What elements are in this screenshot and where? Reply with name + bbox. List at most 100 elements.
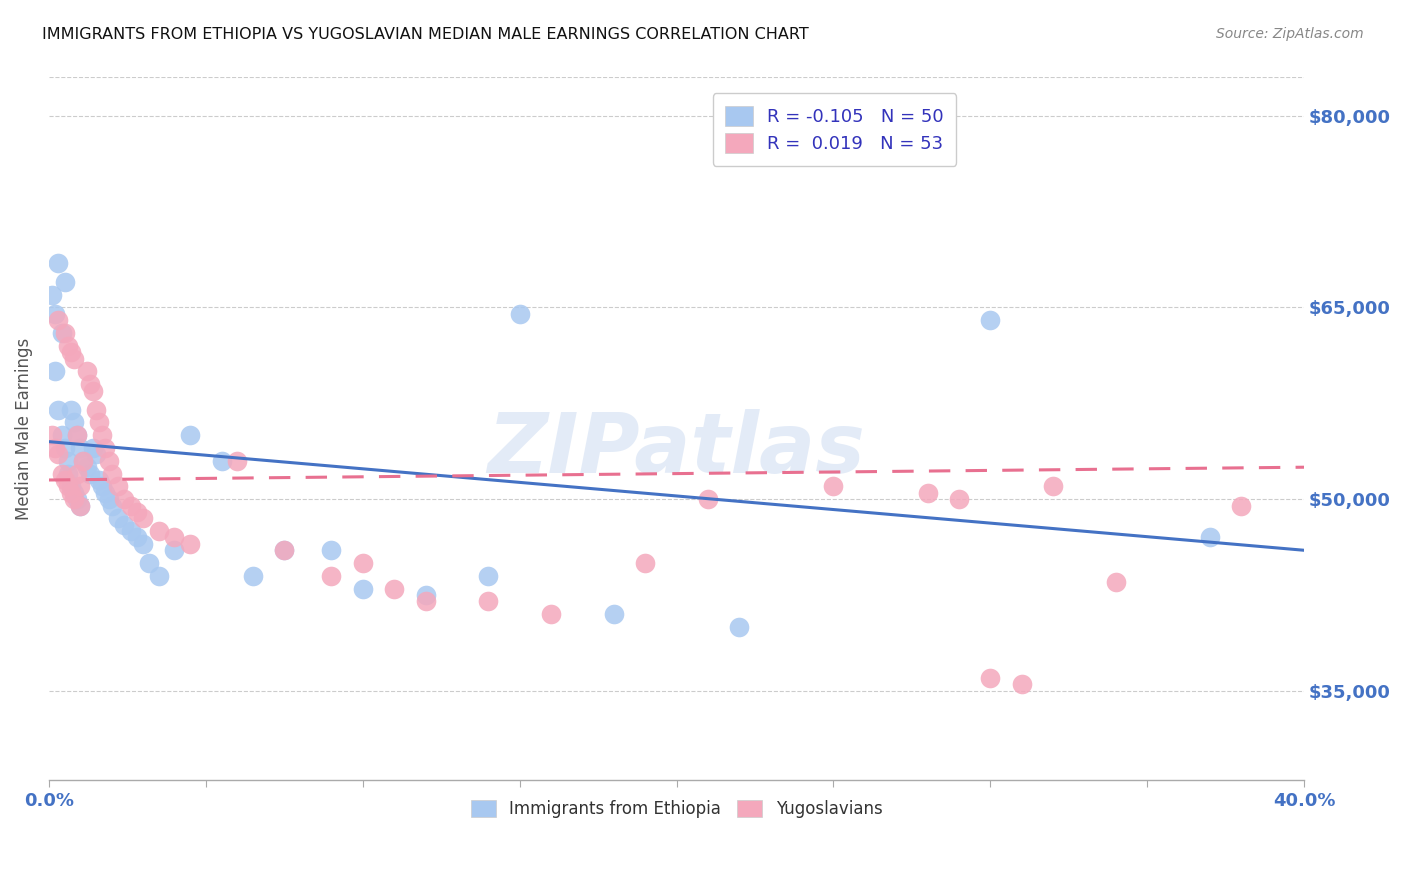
Point xyxy=(66,428,89,442)
Point xyxy=(823,479,845,493)
Point xyxy=(69,441,91,455)
Point xyxy=(728,620,751,634)
Point xyxy=(91,428,114,442)
Point xyxy=(242,569,264,583)
Point xyxy=(63,416,86,430)
Point xyxy=(540,607,562,622)
Text: ZIPatlas: ZIPatlas xyxy=(488,409,866,491)
Point xyxy=(69,479,91,493)
Point xyxy=(226,454,249,468)
Point xyxy=(44,441,66,455)
Point xyxy=(51,428,73,442)
Point xyxy=(179,537,201,551)
Point xyxy=(91,479,114,493)
Point xyxy=(79,377,101,392)
Point xyxy=(125,505,148,519)
Point xyxy=(1199,531,1222,545)
Point xyxy=(120,499,142,513)
Point xyxy=(82,441,104,455)
Point xyxy=(66,492,89,507)
Point xyxy=(72,454,94,468)
Point xyxy=(51,467,73,481)
Point xyxy=(66,428,89,442)
Point xyxy=(59,485,82,500)
Point xyxy=(44,364,66,378)
Point xyxy=(132,511,155,525)
Point xyxy=(56,479,79,493)
Point xyxy=(148,524,170,538)
Point xyxy=(132,537,155,551)
Point xyxy=(948,492,970,507)
Point xyxy=(352,556,374,570)
Point xyxy=(603,607,626,622)
Point xyxy=(163,531,186,545)
Point xyxy=(179,428,201,442)
Point xyxy=(82,384,104,398)
Point xyxy=(107,479,129,493)
Point xyxy=(76,460,98,475)
Point xyxy=(415,594,437,608)
Point xyxy=(69,499,91,513)
Point xyxy=(59,402,82,417)
Text: IMMIGRANTS FROM ETHIOPIA VS YUGOSLAVIAN MEDIAN MALE EARNINGS CORRELATION CHART: IMMIGRANTS FROM ETHIOPIA VS YUGOSLAVIAN … xyxy=(42,27,808,42)
Point xyxy=(1105,575,1128,590)
Point xyxy=(84,447,107,461)
Point xyxy=(382,582,405,596)
Point xyxy=(72,454,94,468)
Point xyxy=(89,473,111,487)
Point xyxy=(51,326,73,340)
Point xyxy=(97,492,120,507)
Point xyxy=(56,467,79,481)
Point xyxy=(53,275,76,289)
Point xyxy=(63,492,86,507)
Point xyxy=(125,531,148,545)
Point xyxy=(321,543,343,558)
Point xyxy=(63,351,86,366)
Point xyxy=(100,499,122,513)
Y-axis label: Median Male Earnings: Median Male Earnings xyxy=(15,338,32,520)
Point xyxy=(163,543,186,558)
Point xyxy=(84,402,107,417)
Point xyxy=(89,416,111,430)
Point xyxy=(63,485,86,500)
Legend: Immigrants from Ethiopia, Yugoslavians: Immigrants from Ethiopia, Yugoslavians xyxy=(464,793,889,825)
Point xyxy=(477,594,499,608)
Point xyxy=(76,364,98,378)
Point xyxy=(44,307,66,321)
Point xyxy=(1230,499,1253,513)
Point xyxy=(138,556,160,570)
Point xyxy=(97,454,120,468)
Point xyxy=(53,326,76,340)
Point xyxy=(917,485,939,500)
Point xyxy=(697,492,720,507)
Point xyxy=(53,473,76,487)
Point xyxy=(53,441,76,455)
Point xyxy=(1042,479,1064,493)
Point xyxy=(273,543,295,558)
Point xyxy=(66,467,89,481)
Point xyxy=(112,517,135,532)
Point xyxy=(48,313,70,327)
Point xyxy=(48,256,70,270)
Point xyxy=(979,671,1001,685)
Point xyxy=(107,511,129,525)
Point xyxy=(59,345,82,359)
Point xyxy=(56,454,79,468)
Point xyxy=(59,479,82,493)
Point xyxy=(79,467,101,481)
Point xyxy=(634,556,657,570)
Point xyxy=(415,588,437,602)
Point xyxy=(48,447,70,461)
Point xyxy=(477,569,499,583)
Point xyxy=(120,524,142,538)
Point xyxy=(352,582,374,596)
Point xyxy=(100,467,122,481)
Point xyxy=(273,543,295,558)
Point xyxy=(94,441,117,455)
Point xyxy=(94,485,117,500)
Point xyxy=(979,313,1001,327)
Point xyxy=(41,287,63,301)
Point xyxy=(148,569,170,583)
Point xyxy=(112,492,135,507)
Point xyxy=(69,499,91,513)
